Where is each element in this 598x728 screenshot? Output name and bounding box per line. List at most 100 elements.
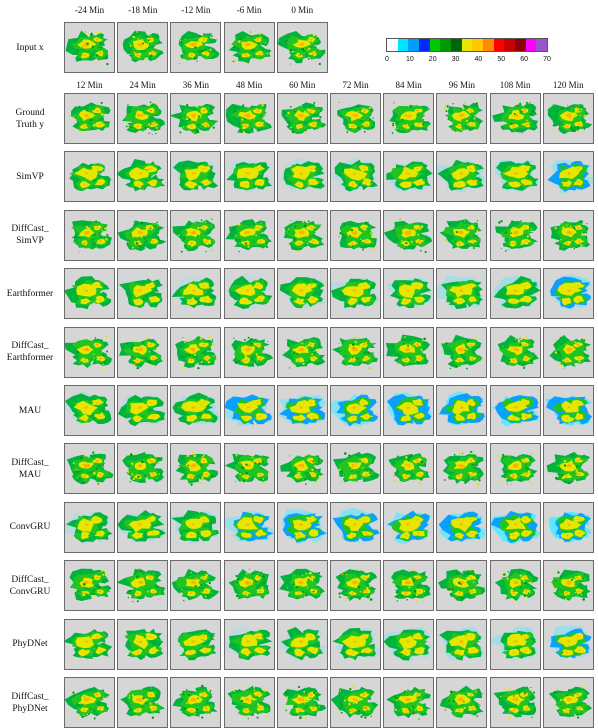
radar-field [548,685,592,719]
radar-field [226,685,271,720]
prediction-frame [170,93,222,144]
input-frame [117,22,169,73]
radar-field [65,628,113,659]
prediction-frame [276,501,328,553]
prediction-frame [436,560,488,612]
row-label: MAU [0,385,60,436]
radar-field [491,394,539,427]
input-frame [64,22,115,73]
prediction-frame [383,93,435,144]
radar-field [65,510,113,545]
radar-field [389,102,432,134]
prediction-frame [542,443,594,495]
prediction-frame [223,443,275,495]
prediction-frame [223,93,275,144]
row-label: PhyDNet [0,619,60,670]
prediction-frame [330,501,381,553]
radar-field [171,274,217,310]
radar-field [332,452,380,485]
prediction-frame [542,93,594,144]
radar-field [71,218,113,252]
colorbar [386,38,548,52]
row-label: ConvGRU [0,502,60,553]
row-label-text: Truth y [16,119,44,130]
prediction-frame [383,501,435,553]
radar-field [443,451,485,486]
radar-field [172,568,220,602]
radar-field [546,452,590,485]
colorbar-segment [483,39,494,51]
colorbar-segment [461,39,473,51]
prediction-frame [276,443,328,495]
radar-field [282,685,327,720]
radar-field [385,334,431,368]
row-label-text: DiffCast_ [11,341,49,352]
radar-field [281,101,327,134]
prediction-frame [383,618,435,670]
row-label-input: Input x [0,22,60,73]
colorbar-tick-label: 10 [405,56,414,63]
prediction-frame [117,677,169,728]
row-label-text: PhyDNet [12,703,48,714]
row-label: DiffCast_ Earthformer [0,327,60,378]
radar-field [279,277,326,310]
radar-field [65,276,112,310]
row-label-text: DiffCast_ [11,224,49,235]
radar-field [437,276,484,310]
radar-field [228,30,271,64]
radar-field [497,334,539,369]
prediction-frame [170,268,222,320]
radar-field [331,156,380,194]
radar-field [278,568,325,600]
colorbar-tick-label: 0 [385,56,389,63]
radar-field [65,335,113,369]
prediction-frame [542,268,594,320]
prediction-frame [64,326,115,378]
radar-field [178,30,220,65]
prediction-frame [170,443,222,495]
radar-field [490,510,540,545]
prediction-frame [64,443,115,495]
radar-field [122,452,165,485]
radar-field [490,626,539,661]
radar-field [226,273,273,310]
prediction-frame [276,677,328,728]
radar-field [439,390,487,426]
row-label-text: MAU [18,469,42,480]
radar-field [439,626,484,661]
prediction-frame [276,268,328,320]
radar-field [548,511,593,542]
radar-field [440,685,484,718]
radar-field [280,454,324,486]
colorbar-segment [387,39,398,51]
prediction-frame [489,443,541,495]
radar-field [338,220,377,251]
row-label: Earthformer [0,268,60,319]
radar-field [332,507,380,543]
prediction-frame [64,618,115,670]
prediction-frame [276,93,328,144]
radar-field [492,686,536,720]
colorbar-segment [440,39,452,51]
row-label: DiffCast_ ConvGRU [0,560,60,611]
row-label-text: DiffCast_ [11,574,49,585]
radar-field [384,217,433,253]
radar-field [331,686,379,719]
prediction-frame [489,151,541,203]
radar-field [546,624,593,660]
radar-field [549,334,592,369]
prediction-frame [170,560,222,612]
prediction-frame [489,93,541,144]
input-time-label: -18 Min [128,5,158,15]
prediction-frame [64,677,115,728]
radar-field [387,392,433,426]
row-label-text: ConvGRU [9,586,51,597]
prediction-frame [330,326,381,378]
radar-field [494,568,539,604]
prediction-frame [383,677,435,728]
radar-field [384,626,433,661]
radar-field [332,627,380,660]
prediction-frame [64,209,115,261]
radar-field [65,391,112,426]
prediction-frame [542,677,594,728]
